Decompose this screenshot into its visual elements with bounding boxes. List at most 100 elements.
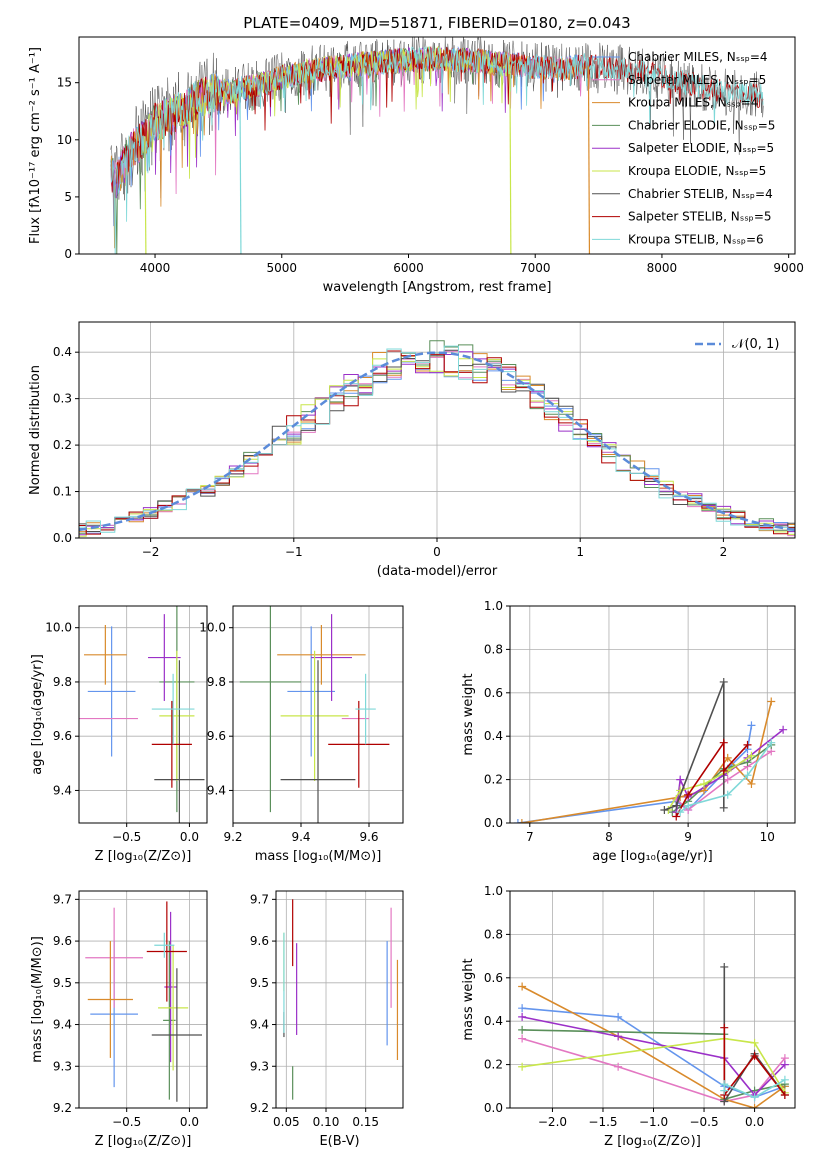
weight-line <box>723 1027 786 1098</box>
legend-label: Kroupa ELODIE, Nₛₛₚ=5 <box>628 164 766 178</box>
x-tick-label: 2 <box>720 545 728 559</box>
x-tick-label: 4000 <box>140 261 171 275</box>
age-weight-panel: 7 8 9 10 0.0 0.2 0.4 0.6 0.8 1.0 age [log₁₀(age/yr… <box>461 599 796 864</box>
y-tick-label: 9.3 <box>250 1059 269 1073</box>
x-axis-label: Z [log₁₀(Z/Z⊙)] <box>95 1134 192 1149</box>
y-axis-label: mass [log₁₀(M/M⊙)] <box>30 936 45 1063</box>
x-tick-label: 8 <box>605 830 613 844</box>
weight-marker <box>676 775 685 784</box>
axes-frame <box>78 321 796 539</box>
weight-marker <box>699 779 708 788</box>
y-tick-label: 0 <box>64 247 72 261</box>
x-axis-label: age [log₁₀(age/yr)] <box>592 849 713 864</box>
legend-label: Kroupa MILES, Nₛₛₚ=4 <box>628 96 758 110</box>
y-tick-label: 5 <box>64 190 72 204</box>
weight-marker <box>517 819 526 823</box>
legend-label: Salpeter STELIB, Nₛₛₚ=5 <box>628 210 772 224</box>
z-mass-panel: −0.5 0.0 9.2 9.3 9.4 9.5 9.6 9.7 Z [log₁₀(Z/Z⊙)]… <box>30 890 208 1149</box>
y-tick-label: 9.2 <box>53 1101 72 1115</box>
spectrum-dropout <box>587 65 591 254</box>
y-tick-label: 9.6 <box>250 934 269 948</box>
x-axis-label: Z [log₁₀(Z/Z⊙)] <box>95 849 192 864</box>
y-tick-label: 9.5 <box>53 976 72 990</box>
weight-marker <box>750 1051 759 1060</box>
y-tick-label: 0.3 <box>53 392 72 406</box>
y-tick-label: 0.2 <box>484 1058 503 1072</box>
x-tick-label: −1.0 <box>639 1115 668 1129</box>
x-tick-label: 7000 <box>520 261 551 275</box>
weight-marker <box>747 721 756 730</box>
weight-marker <box>723 790 732 799</box>
y-tick-label: 10 <box>57 133 72 147</box>
weight-marker <box>743 740 752 749</box>
y-tick-label: 9.5 <box>250 976 269 990</box>
y-tick-label: 9.4 <box>250 1018 269 1032</box>
y-axis-label: mass weight <box>461 958 476 1040</box>
legend-label: Kroupa STELIB, Nₛₛₚ=6 <box>628 232 764 246</box>
residuals-panel: −2 −1 0 1 2 0.0 0.1 0.2 0.3 0.4 (data-model)/error… <box>28 321 796 579</box>
weight-marker <box>518 1012 527 1021</box>
x-tick-label: 5000 <box>266 261 297 275</box>
y-tick-label: 0.8 <box>484 642 503 656</box>
weight-marker <box>518 982 527 991</box>
y-tick-label: 0.0 <box>484 1101 503 1115</box>
weight-line <box>521 1037 786 1094</box>
z-age-panel: −0.5 0.0 9.4 9.6 9.8 10.0 Z [log₁₀(Z/Z⊙)] age [… <box>30 605 208 864</box>
weight-marker <box>767 738 776 747</box>
legend-label: Chabrier STELIB, Nₛₛₚ=4 <box>628 187 773 201</box>
spectrum-dropout <box>509 64 512 254</box>
weight-marker <box>767 697 776 706</box>
y-axis-label: age [log₁₀(age/yr)] <box>30 654 45 775</box>
y-tick-label: 15 <box>57 76 72 90</box>
y-tick-label: 9.2 <box>250 1101 269 1115</box>
axes-frame <box>232 605 404 824</box>
y-tick-label: 0.4 <box>53 345 72 359</box>
weight-marker <box>747 779 756 788</box>
weight-marker <box>518 1062 527 1071</box>
x-tick-label: −1 <box>285 545 303 559</box>
y-tick-label: 0.2 <box>53 438 72 452</box>
x-tick-label: 9 <box>684 830 692 844</box>
x-tick-label: 7 <box>526 830 534 844</box>
y-tick-label: 0.6 <box>484 686 503 700</box>
weight-marker <box>614 1062 623 1071</box>
mass-age-panel: 9.2 9.4 9.6 9.4 9.6 9.8 10.0 mass [log₁₀(M/M⊙)] <box>199 605 404 864</box>
weight-marker <box>676 808 685 817</box>
x-tick-label: 1 <box>576 545 584 559</box>
y-tick-label: 9.4 <box>207 783 226 797</box>
y-tick-label: 9.4 <box>53 1018 72 1032</box>
x-tick-label: 0.0 <box>180 830 199 844</box>
y-tick-label: 9.6 <box>207 729 226 743</box>
y-tick-label: 0.4 <box>484 1014 503 1028</box>
spectrum-dropout <box>144 136 147 254</box>
y-axis-label: Normed distribution <box>28 365 43 495</box>
legend-label: Salpeter ELODIE, Nₛₛₚ=5 <box>628 141 774 155</box>
ebv-mass-panel: 0.05 0.10 0.15 9.2 9.3 9.4 9.5 9.6 9.7 E(B-V) <box>250 890 404 1149</box>
weight-marker <box>518 1004 527 1013</box>
weight-marker <box>747 751 756 760</box>
axes-frame <box>275 890 404 1109</box>
y-tick-label: 9.8 <box>207 675 226 689</box>
legend-label: 𝒩(0, 1) <box>732 337 779 352</box>
weight-marker <box>750 1104 759 1108</box>
y-tick-label: 0.6 <box>484 971 503 985</box>
weight-marker <box>719 766 728 775</box>
x-tick-label: 10 <box>760 830 775 844</box>
x-axis-label: E(B-V) <box>319 1134 359 1149</box>
weight-marker <box>719 677 728 686</box>
x-tick-label: 9.4 <box>291 830 310 844</box>
y-tick-label: 10.0 <box>199 621 226 635</box>
x-tick-label: 0 <box>433 545 441 559</box>
y-tick-label: 9.7 <box>53 892 72 906</box>
weight-marker <box>684 790 693 799</box>
spectrum-panel: 4000 5000 6000 7000 8000 9000 0 5 10 15 wavelength… <box>28 36 804 295</box>
y-tick-label: 10.0 <box>45 621 72 635</box>
y-tick-label: 0.1 <box>53 485 72 499</box>
weight-marker <box>750 1093 759 1102</box>
weight-marker <box>720 1080 729 1089</box>
z-weight-panel: −2.0 −1.5 −1.0 −0.5 0.0 0.0 0.2 0.4 0.6 0.8 1.0 Z [… <box>461 884 796 1149</box>
weight-marker <box>723 775 732 784</box>
x-axis-label: Z [log₁₀(Z/Z⊙)] <box>604 1134 701 1149</box>
x-tick-label: −0.5 <box>689 1115 718 1129</box>
axes-frame <box>78 605 208 824</box>
